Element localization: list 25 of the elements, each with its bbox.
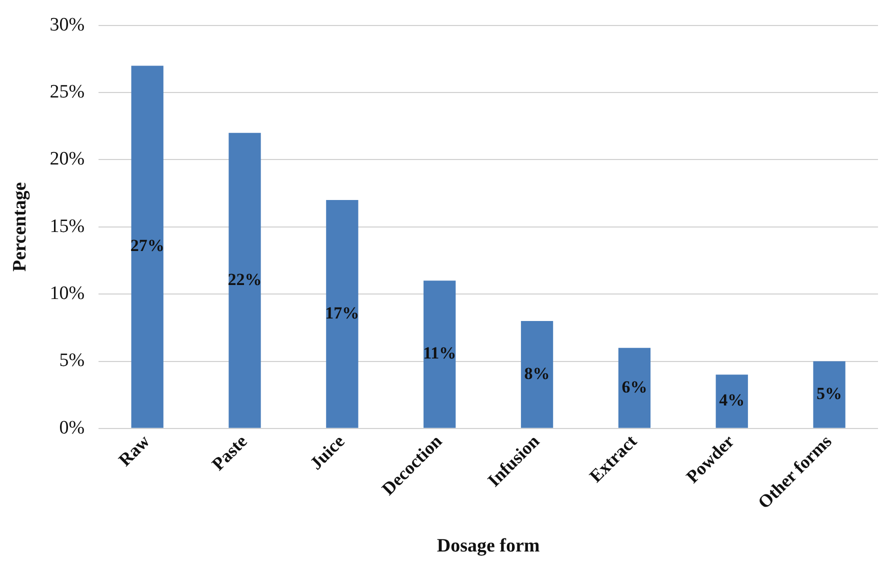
bar — [520, 320, 554, 428]
data-label: 5% — [816, 384, 842, 403]
data-label: 22% — [228, 270, 262, 289]
y-tick-label: 0% — [59, 417, 85, 438]
data-label: 8% — [524, 364, 550, 383]
bar — [131, 66, 164, 428]
bar — [716, 374, 748, 428]
y-tick-label: 20% — [50, 148, 85, 170]
bar — [424, 280, 456, 428]
x-axis-title: Dosage form — [436, 536, 540, 557]
bar — [326, 200, 358, 428]
y-tick-label: 5% — [59, 350, 85, 372]
y-tick-label: 15% — [50, 216, 85, 237]
y-tick-label: 25% — [50, 82, 85, 103]
data-label: 4% — [719, 390, 745, 410]
bar — [618, 348, 651, 428]
data-label: 11% — [423, 344, 456, 363]
data-label: 17% — [325, 303, 360, 322]
y-tick-label: 10% — [50, 283, 85, 304]
bar — [813, 361, 846, 428]
data-label: 6% — [622, 377, 648, 396]
y-tick-label: 30% — [50, 14, 85, 36]
bar — [228, 132, 261, 428]
y-axis-title: Percentage — [9, 182, 30, 272]
x-tick-label: Raw — [114, 431, 154, 470]
